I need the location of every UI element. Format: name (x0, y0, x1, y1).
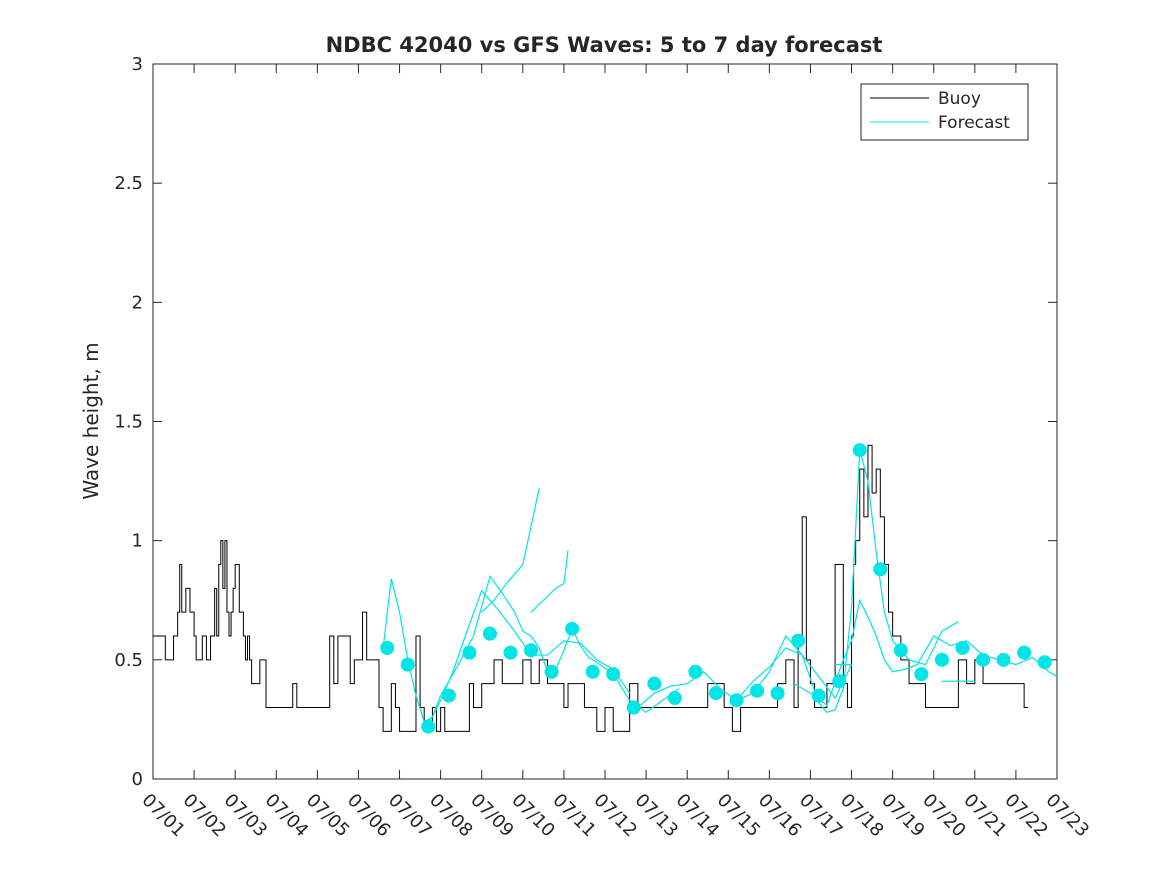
legend: Buoy Forecast (860, 83, 1029, 141)
forecast-marker (688, 664, 703, 679)
y-tick-label: 0.5 (114, 650, 143, 671)
forecast-marker (708, 686, 723, 701)
forecast-marker (667, 690, 682, 705)
forecast-run-line (481, 488, 540, 613)
forecast-marker (400, 657, 415, 672)
forecast-marker (934, 652, 949, 667)
x-tick-label: 07/16 (754, 790, 806, 842)
y-tick-label: 1.5 (114, 412, 143, 433)
x-tick-label: 07/08 (425, 790, 477, 842)
forecast-marker (750, 683, 765, 698)
forecast-marker (996, 652, 1011, 667)
y-tick-label: 2.5 (114, 173, 143, 194)
forecast-marker (606, 667, 621, 682)
x-tick-label: 07/14 (672, 790, 724, 842)
forecast-marker (585, 664, 600, 679)
forecast-marker (462, 645, 477, 660)
legend-buoy-label: Buoy (938, 89, 981, 109)
chart-title: NDBC 42040 vs GFS Waves: 5 to 7 day fore… (326, 33, 883, 57)
forecast-marker (524, 643, 539, 658)
x-tick-label: 07/02 (179, 790, 231, 842)
x-tick-label: 07/13 (631, 790, 683, 842)
x-tick-label: 07/06 (343, 790, 395, 842)
forecast-marker (1037, 655, 1052, 670)
forecast-marker (791, 633, 806, 648)
x-tick-label: 07/23 (1041, 790, 1093, 842)
x-tick-label: 07/17 (795, 790, 847, 842)
legend-forecast-label: Forecast (938, 113, 1010, 133)
x-tick-label: 07/07 (384, 790, 436, 842)
forecast-marker (380, 640, 395, 655)
forecast-marker (626, 700, 641, 715)
x-tick-label: 07/03 (220, 790, 272, 842)
forecast-marker (647, 676, 662, 691)
legend-box (860, 83, 1029, 141)
forecast-marker (832, 674, 847, 689)
forecast-marker (811, 688, 826, 703)
forecast-marker (421, 719, 436, 734)
forecast-marker (503, 645, 518, 660)
forecast-run-line (736, 449, 959, 713)
forecast-marker (770, 686, 785, 701)
forecast-run-line (530, 550, 569, 613)
forecast-marker (852, 443, 867, 458)
x-tick-label: 07/12 (589, 790, 641, 842)
forecast-marker (441, 688, 456, 703)
forecast-marker (1017, 645, 1032, 660)
x-tick-label: 07/01 (137, 790, 189, 842)
x-tick-label: 07/15 (713, 790, 765, 842)
y-tick-label: 0 (132, 769, 143, 790)
x-tick-label: 07/20 (918, 790, 970, 842)
forecast-marker (893, 643, 908, 658)
x-tick-label: 07/22 (1000, 790, 1052, 842)
x-tick-label: 07/11 (548, 790, 600, 842)
x-tick-label: 07/18 (836, 790, 888, 842)
forecast-marker (482, 626, 497, 641)
y-tick-label: 3 (132, 54, 143, 75)
x-tick-label: 07/04 (261, 790, 313, 842)
forecast-run-line (637, 647, 853, 708)
x-tick-label: 07/19 (877, 790, 929, 842)
x-tick-label: 07/05 (302, 790, 354, 842)
x-tick-label: 07/09 (466, 790, 518, 842)
forecast-marker (955, 640, 970, 655)
x-tick-label: 07/21 (959, 790, 1011, 842)
buoy-series-line (153, 444, 1029, 732)
x-tick-label: 07/10 (507, 790, 559, 842)
forecast-marker (873, 562, 888, 577)
forecast-marker (565, 621, 580, 636)
y-axis-label: Wave height, m (79, 342, 103, 499)
plot-area: 00.511.522.5307/0107/0207/0307/0407/0507… (114, 54, 1093, 841)
forecast-run-line (793, 598, 1058, 707)
y-tick-label: 1 (132, 531, 143, 552)
forecast-marker (729, 693, 744, 708)
forecast-marker (976, 652, 991, 667)
forecast-marker (914, 667, 929, 682)
y-tick-label: 2 (132, 292, 143, 313)
forecast-marker (544, 664, 559, 679)
